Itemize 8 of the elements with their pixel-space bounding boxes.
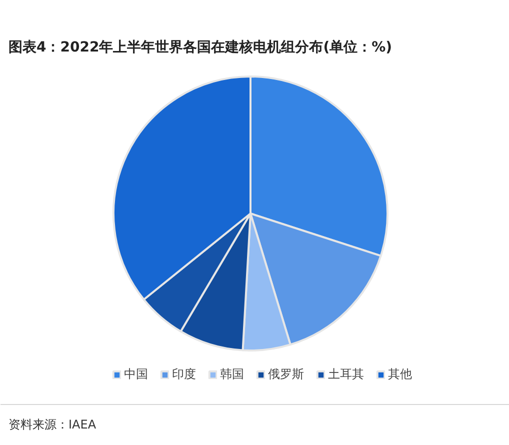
legend-label: 俄罗斯 — [268, 366, 304, 383]
legend-label: 印度 — [172, 366, 196, 383]
text: 资料来源：IAEA — [8, 418, 97, 432]
chart-title: 图表4：2022年上半年世界各国在建核电机组分布(单位：%) — [8, 40, 392, 56]
legend-label: 其他 — [388, 366, 412, 383]
legend-label: 土耳其 — [328, 366, 364, 383]
legend-label: 韩国 — [220, 366, 244, 383]
legend-label: 中国 — [124, 366, 148, 383]
